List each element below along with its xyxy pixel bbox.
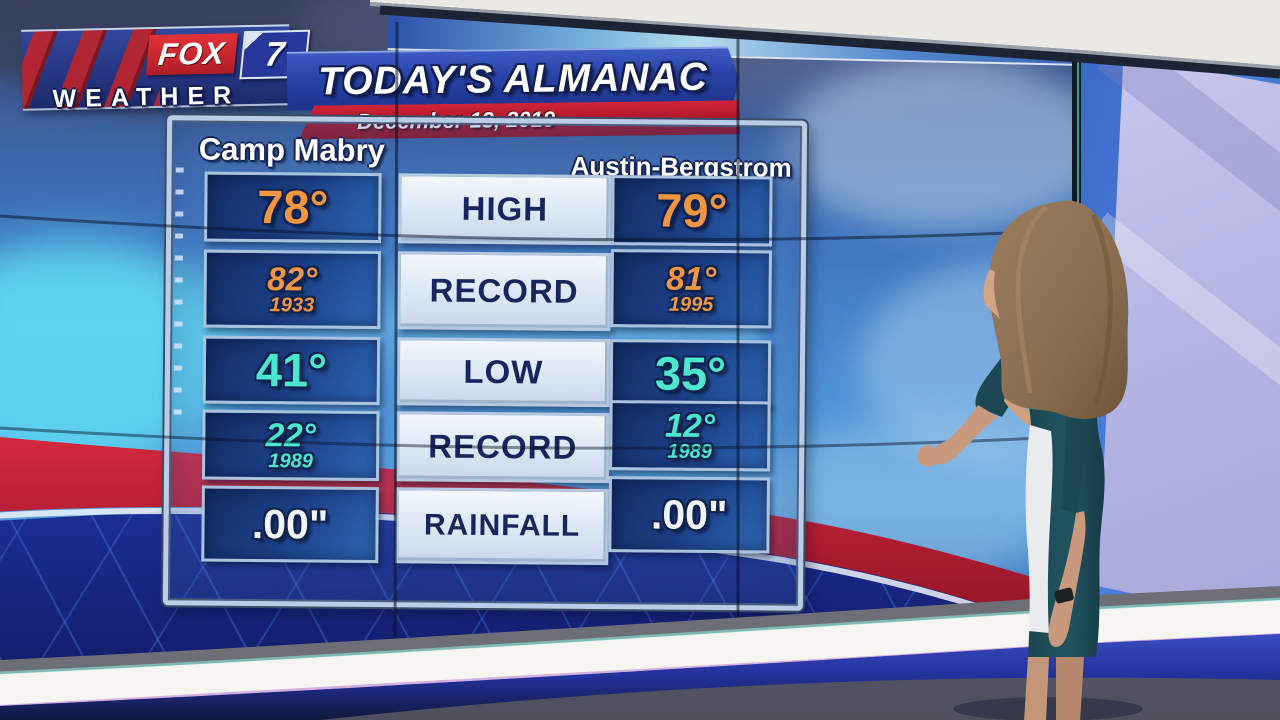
video-wall-seams (0, 14, 1080, 641)
cloud (780, 60, 1110, 230)
presenter (917, 200, 1143, 720)
studio-floor (0, 586, 1280, 720)
studio-ceiling (369, 0, 1280, 79)
presenter-shadow (953, 697, 1143, 720)
lavender-wall-panel (1098, 56, 1280, 626)
